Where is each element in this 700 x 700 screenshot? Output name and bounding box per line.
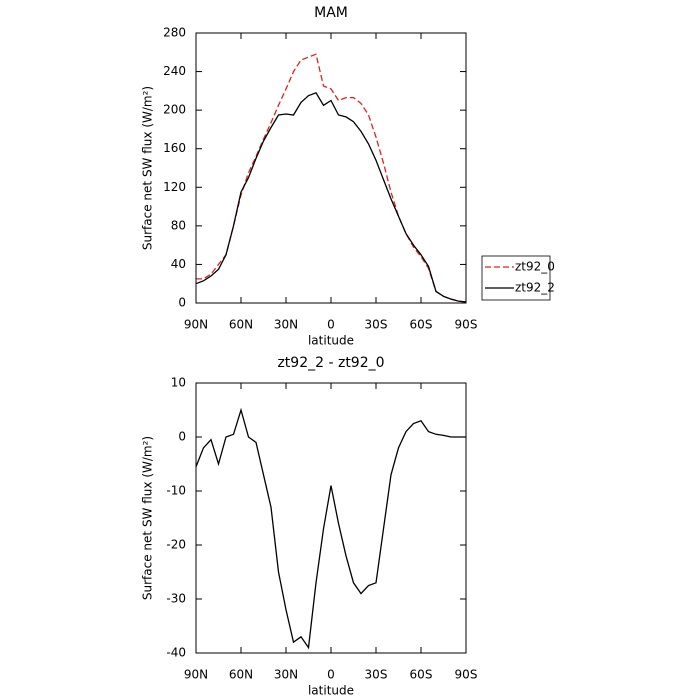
x-tick-label: 90S: [455, 318, 478, 332]
y-tick-label: 240: [163, 64, 186, 78]
x-tick-label: 60N: [229, 318, 253, 332]
y-tick-label: 40: [171, 257, 186, 271]
y-tick-label: 80: [171, 218, 186, 232]
plot-frame: [195, 382, 467, 654]
data-line: [195, 407, 466, 650]
y-tick-label: -30: [166, 592, 186, 606]
legend-box: [481, 255, 551, 301]
y-axis-label: Surface net SW flux (W/m²): [141, 436, 155, 600]
y-tick-label: 0: [178, 430, 186, 444]
legend-label: zt92_2: [515, 281, 555, 295]
x-tick-label: 0: [327, 668, 335, 682]
x-tick-label: 30N: [274, 318, 298, 332]
x-tick-label: 30N: [274, 668, 298, 682]
x-axis-label: latitude: [308, 684, 354, 698]
data-line: [196, 53, 467, 303]
chart-title: MAM: [314, 5, 348, 21]
x-tick-label: 60S: [410, 668, 433, 682]
x-tick-label: 90N: [184, 318, 208, 332]
y-tick-label: 120: [163, 180, 186, 194]
data-line: [195, 91, 467, 303]
y-tick-label: -10: [166, 484, 186, 498]
plot-frame: [195, 32, 467, 304]
x-tick-label: 60N: [229, 668, 253, 682]
y-tick-label: -40: [166, 646, 186, 660]
x-tick-label: 90N: [184, 668, 208, 682]
x-tick-label: 90S: [455, 668, 478, 682]
y-tick-label: 160: [163, 141, 186, 155]
x-tick-label: 30S: [365, 668, 388, 682]
x-tick-label: 30S: [365, 318, 388, 332]
x-axis-label: latitude: [308, 334, 354, 348]
y-tick-label: 0: [178, 296, 186, 310]
legend-label: zt92_0: [515, 260, 555, 274]
y-tick-label: 280: [163, 26, 186, 40]
x-tick-label: 0: [327, 318, 335, 332]
x-tick-label: 60S: [410, 318, 433, 332]
y-tick-label: 200: [163, 103, 186, 117]
y-tick-label: 10: [171, 376, 186, 390]
y-tick-label: -20: [166, 538, 186, 552]
y-axis-label: Surface net SW flux (W/m²): [141, 86, 155, 250]
chart-title: zt92_2 - zt92_0: [277, 355, 384, 371]
